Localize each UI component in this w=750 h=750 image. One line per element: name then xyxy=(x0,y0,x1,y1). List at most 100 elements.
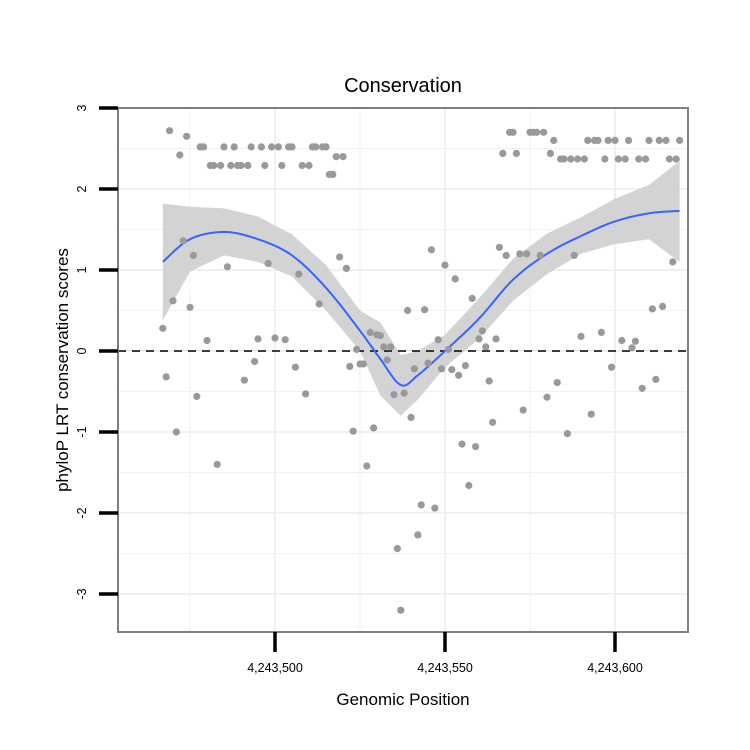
data-point xyxy=(380,343,388,351)
data-point xyxy=(536,251,544,259)
x-tick-label: 4,243,550 xyxy=(417,661,473,675)
data-point xyxy=(346,362,354,370)
axes-layer: -3 -2 -1 0 1 2 3 4,243,500 4,243,550 4,243,600 xyxy=(75,104,689,675)
data-point xyxy=(274,143,282,151)
data-point xyxy=(635,155,643,163)
data-point xyxy=(645,136,653,144)
data-point xyxy=(482,343,490,351)
data-point xyxy=(339,153,347,161)
data-point xyxy=(302,390,310,398)
data-point xyxy=(393,545,401,553)
data-point xyxy=(264,259,272,268)
y-tick-label: 3 xyxy=(75,104,89,111)
panel-border xyxy=(117,107,689,633)
data-point xyxy=(676,136,684,144)
data-point xyxy=(220,143,228,151)
data-point xyxy=(516,250,524,258)
data-point xyxy=(217,161,225,170)
data-point xyxy=(322,143,330,151)
data-point xyxy=(336,253,344,261)
data-point xyxy=(431,504,439,512)
data-point xyxy=(298,161,306,170)
data-point xyxy=(499,149,507,157)
data-point xyxy=(359,360,367,368)
smooth-line-layer xyxy=(162,209,680,387)
data-point xyxy=(162,373,170,381)
data-point xyxy=(387,343,395,351)
data-point xyxy=(502,251,510,259)
data-point xyxy=(268,143,276,151)
data-point xyxy=(427,246,435,254)
data-point xyxy=(349,427,357,435)
data-point xyxy=(553,379,561,387)
data-point xyxy=(183,132,191,140)
data-point xyxy=(533,128,541,136)
data-point xyxy=(179,237,187,245)
y-tick-label: 0 xyxy=(75,347,89,354)
data-point xyxy=(594,136,602,144)
data-point xyxy=(166,127,174,135)
data-point xyxy=(540,128,548,136)
data-point xyxy=(434,336,442,344)
data-point xyxy=(257,143,265,151)
data-point xyxy=(672,155,680,163)
data-point xyxy=(638,384,646,392)
data-point xyxy=(438,365,446,373)
y-axis-title: phyloP LRT conservation scores xyxy=(53,248,72,492)
data-point xyxy=(383,356,391,364)
data-point xyxy=(574,155,582,163)
data-point xyxy=(580,155,589,163)
data-point xyxy=(424,359,432,367)
data-point xyxy=(189,251,197,259)
data-point xyxy=(281,336,289,344)
data-point xyxy=(458,440,466,448)
data-point xyxy=(169,297,177,305)
data-point xyxy=(523,250,531,258)
data-point xyxy=(176,151,184,159)
data-point xyxy=(570,251,578,259)
data-point xyxy=(237,161,245,170)
data-point xyxy=(567,155,575,163)
data-point xyxy=(223,263,231,271)
y-tick-label: 2 xyxy=(75,185,89,192)
data-point xyxy=(631,337,640,345)
data-point xyxy=(353,345,361,353)
data-point xyxy=(305,161,313,170)
data-point xyxy=(444,345,452,353)
data-point xyxy=(251,357,259,366)
data-point xyxy=(210,161,218,170)
data-point xyxy=(662,136,670,144)
data-point xyxy=(669,258,677,266)
data-point xyxy=(614,155,623,163)
data-point xyxy=(417,501,425,509)
data-point xyxy=(492,335,500,343)
data-point xyxy=(659,302,667,310)
data-point xyxy=(421,306,429,314)
data-point xyxy=(193,392,201,400)
data-point xyxy=(312,143,320,151)
data-point xyxy=(271,334,279,342)
data-point xyxy=(584,136,592,144)
x-axis-title: Genomic Position xyxy=(336,690,469,709)
smooth-line xyxy=(162,209,680,387)
data-point xyxy=(665,155,674,163)
data-point xyxy=(370,424,378,432)
data-point xyxy=(410,365,418,373)
data-point xyxy=(441,261,449,269)
data-point xyxy=(186,303,194,311)
confidence-band xyxy=(162,160,680,416)
data-point xyxy=(332,153,340,161)
data-point xyxy=(240,376,248,384)
chart-title: Conservation xyxy=(344,75,462,97)
data-point xyxy=(550,136,558,144)
data-point xyxy=(254,335,262,343)
data-point xyxy=(465,481,473,490)
data-point xyxy=(404,306,412,315)
data-point xyxy=(329,170,337,178)
data-point xyxy=(407,413,415,421)
data-point xyxy=(621,155,629,163)
data-point xyxy=(261,161,269,170)
data-point xyxy=(291,363,299,371)
x-tick-label: 4,243,600 xyxy=(587,661,643,675)
